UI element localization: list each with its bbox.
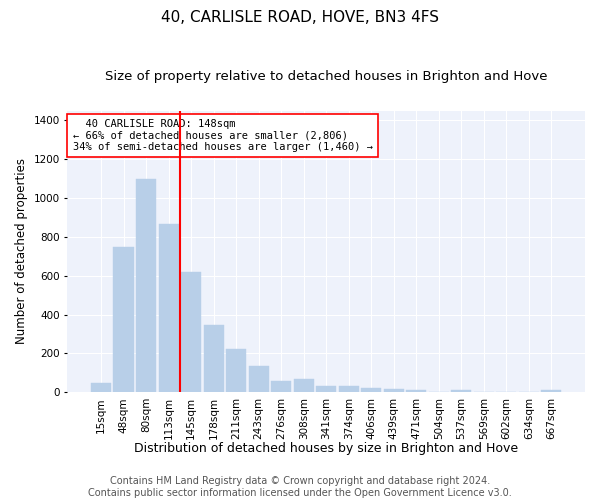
Bar: [316, 386, 337, 392]
Bar: [113, 246, 134, 392]
Bar: [293, 378, 314, 392]
Bar: [383, 390, 404, 392]
Text: 40, CARLISLE ROAD, HOVE, BN3 4FS: 40, CARLISLE ROAD, HOVE, BN3 4FS: [161, 10, 439, 25]
Text: 40 CARLISLE ROAD: 148sqm
← 66% of detached houses are smaller (2,806)
34% of sem: 40 CARLISLE ROAD: 148sqm ← 66% of detach…: [73, 119, 373, 152]
Bar: [203, 325, 224, 392]
Bar: [406, 390, 427, 392]
Bar: [181, 272, 201, 392]
Bar: [91, 382, 111, 392]
Bar: [541, 390, 562, 392]
Title: Size of property relative to detached houses in Brighton and Hove: Size of property relative to detached ho…: [105, 70, 547, 83]
Bar: [136, 178, 156, 392]
Bar: [226, 348, 247, 392]
Y-axis label: Number of detached properties: Number of detached properties: [15, 158, 28, 344]
Bar: [271, 380, 292, 392]
Bar: [248, 366, 269, 392]
Text: Contains HM Land Registry data © Crown copyright and database right 2024.
Contai: Contains HM Land Registry data © Crown c…: [88, 476, 512, 498]
Bar: [158, 224, 179, 392]
Bar: [338, 386, 359, 392]
Bar: [361, 388, 382, 392]
Bar: [451, 390, 472, 392]
X-axis label: Distribution of detached houses by size in Brighton and Hove: Distribution of detached houses by size …: [134, 442, 518, 455]
